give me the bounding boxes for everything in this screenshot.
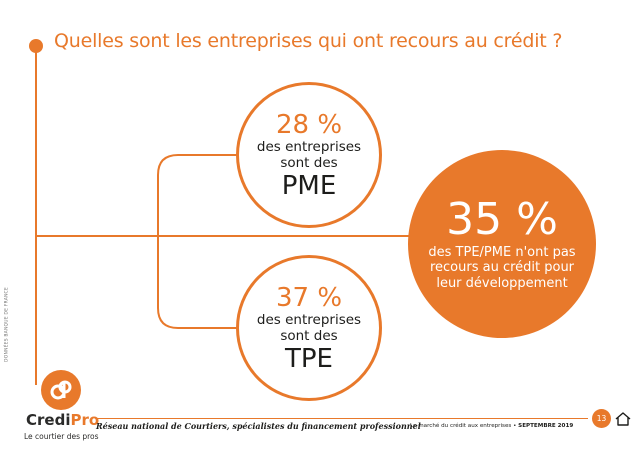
logo-name-pro: Pro (70, 411, 100, 429)
main-label-line2: recours au crédit pour (429, 260, 575, 276)
logo-name-credi: Credi (26, 411, 71, 429)
source-note: DONNÉES BANQUE DE FRANCE (4, 287, 10, 362)
footer-divider (96, 418, 588, 419)
document-title: Le marché du crédit aux entreprises (410, 423, 512, 429)
footer-document: Le marché du crédit aux entreprises • SE… (410, 423, 573, 429)
document-separator: • (511, 423, 519, 429)
footer-tagline: Réseau national de Courtiers, spécialist… (96, 421, 421, 431)
pme-percent: 28 % (275, 109, 343, 140)
page-title: Quelles sont les entreprises qui ont rec… (54, 30, 563, 52)
bubble-pme: 28 % des entreprises sont des PME (236, 82, 382, 228)
logo-tagline: Le courtier des pros (24, 432, 99, 441)
credipro-logo-icon (41, 370, 81, 410)
home-icon[interactable] (614, 411, 632, 427)
tpe-label-line1: des entreprises (256, 311, 362, 328)
branch-line-pme (157, 154, 237, 236)
main-label-line3: leur développement (436, 275, 568, 291)
main-label-line1: des TPE/PME n'ont pas (428, 244, 576, 260)
bubble-tpe: 37 % des entreprises sont des TPE (236, 255, 382, 401)
bubble-main: 35 % des TPE/PME n'ont pas recours au cr… (408, 150, 596, 338)
pme-label-line2: sont des (280, 154, 338, 171)
main-percent: 35 % (446, 193, 558, 245)
pme-category: PME (281, 170, 337, 201)
tpe-label-line2: sont des (280, 327, 338, 344)
branch-line-tpe (157, 236, 237, 329)
title-bullet (29, 39, 43, 53)
tpe-category: TPE (285, 343, 333, 374)
credipro-logo: CrediPro Le courtier des pros (22, 370, 102, 448)
tpe-percent: 37 % (275, 282, 343, 313)
document-date: SEPTEMBRE 2019 (518, 423, 574, 429)
logo-name: CrediPro (26, 411, 99, 429)
pme-label-line1: des entreprises (256, 138, 362, 155)
page-number: 13 (592, 409, 611, 428)
